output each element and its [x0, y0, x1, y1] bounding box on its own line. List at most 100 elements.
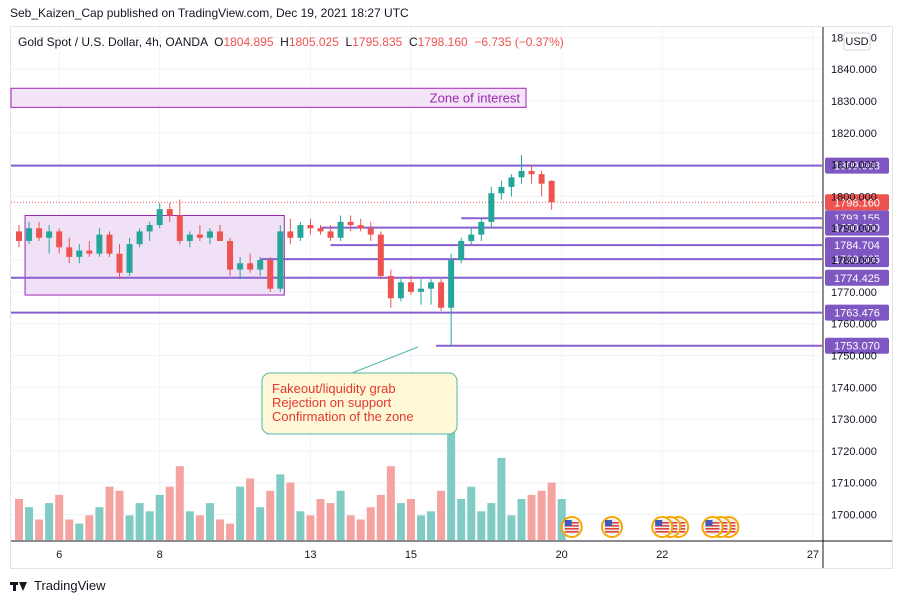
x-tick-label: 13: [304, 549, 316, 561]
level-price-tag: [825, 337, 889, 354]
candle-body: [227, 240, 234, 270]
change-value: −6.735 (−0.37%): [474, 35, 563, 49]
y-tick-label: 1800.000: [831, 191, 877, 203]
level-price-tag: [825, 219, 889, 236]
y-tick-label: 1820.000: [831, 128, 877, 140]
candle-body: [438, 282, 445, 308]
volume-bar: [75, 523, 84, 540]
currency-label: USD: [845, 36, 868, 48]
zone-of-interest-label: Zone of interest: [430, 90, 521, 105]
candle-body: [307, 225, 314, 229]
currency-badge[interactable]: [843, 32, 871, 51]
flag-stripe: [655, 528, 670, 530]
flag-stripe: [705, 528, 720, 530]
x-axis: 6 8 13 15 20 22 27: [11, 540, 892, 561]
volume-bar: [145, 511, 154, 540]
ohlc-legend-text: Gold Spot / U.S. Dollar, 4h, OANDA O1804…: [18, 35, 564, 49]
volume-bar: [406, 499, 415, 540]
candle-body: [277, 231, 284, 289]
annotation-line: Rejection on support: [272, 395, 392, 410]
us-flag-icon[interactable]: [651, 516, 674, 538]
x-tick-label: 8: [157, 549, 163, 561]
candle-body: [16, 231, 22, 241]
x-tick-label: 15: [405, 549, 417, 561]
candle-body: [327, 231, 334, 238]
volume-bar: [35, 519, 44, 540]
volume-bar: [437, 490, 446, 540]
y-tick-label: 1720.000: [831, 446, 877, 458]
candle-body: [36, 228, 43, 238]
candle-body: [56, 231, 63, 248]
volume-bar: [527, 494, 536, 540]
x-tick-label: 22: [656, 549, 668, 561]
chart-frame: [10, 26, 893, 569]
candle-body: [548, 180, 555, 203]
annotation-line: Confirmation of the zone: [272, 409, 414, 424]
level-price-label: 1774.425: [834, 273, 880, 285]
candle-body: [176, 215, 183, 241]
event-flags: [560, 516, 740, 538]
volume-bar: [467, 486, 476, 540]
volume-bar: [457, 499, 466, 540]
volume-bar: [95, 507, 104, 540]
l-key: L: [346, 35, 353, 49]
footer: TradingView: [10, 578, 106, 593]
volume-bar: [236, 486, 245, 540]
consolidation-box[interactable]: [24, 215, 285, 296]
volume-bar: [286, 482, 295, 540]
us-flag-icon[interactable]: [701, 516, 724, 538]
volume-bar: [55, 494, 64, 540]
volume-bar: [216, 519, 224, 540]
annotation-line: Fakeout/liquidity grab: [272, 381, 396, 396]
us-flag-icon[interactable]: [600, 516, 623, 538]
volume-bar: [185, 511, 194, 540]
annotation-box[interactable]: [261, 372, 458, 435]
volume-bar: [135, 503, 144, 540]
candle-body: [267, 260, 274, 289]
volume-bar: [356, 519, 365, 540]
y-axis: 1850.0001840.0001830.0001820.0001810.000…: [822, 27, 877, 568]
candle-body: [478, 221, 485, 235]
candle-body: [186, 234, 193, 241]
candle-body: [66, 247, 73, 257]
flag-canton: [705, 520, 713, 526]
volume-bar: [517, 499, 526, 540]
candle-body: [538, 174, 545, 184]
volume-bar: [346, 515, 355, 540]
flag-stripe: [604, 528, 619, 530]
callout-pointer: [351, 346, 419, 374]
volume-bar: [557, 499, 566, 540]
y-tick-label: 1770.000: [831, 287, 877, 299]
l-value: 1795.835: [352, 35, 409, 49]
candle-body: [76, 250, 83, 257]
us-flag-icon[interactable]: [560, 516, 583, 538]
volume-bar: [366, 507, 375, 540]
candle-body: [518, 170, 525, 178]
level-lines: 1809.6681793.1551790.2001784.7041780.305…: [11, 157, 889, 354]
volume-bar: [15, 499, 23, 540]
volume-bars: [15, 417, 566, 540]
volume-bar: [266, 490, 275, 540]
candle-body: [106, 234, 113, 254]
volume-bar: [165, 486, 174, 540]
y-tick-label: 1710.000: [831, 478, 877, 490]
volume-bar: [386, 466, 395, 540]
level-price-label: 1780.305: [834, 254, 880, 266]
y-tick-label: 1730.000: [831, 414, 877, 426]
zone-of-interest[interactable]: [10, 87, 527, 108]
candle-body: [448, 260, 455, 308]
level-price-label: 1784.704: [834, 240, 880, 252]
volume-bar: [477, 511, 486, 540]
flag-stripe: [564, 531, 579, 533]
volume-bar: [205, 503, 214, 540]
level-price-label: 1753.070: [834, 341, 880, 353]
x-tick-label: 20: [556, 549, 568, 561]
candle-body: [498, 186, 505, 194]
volume-bar: [326, 503, 335, 540]
volume-bar: [497, 458, 506, 540]
volume-bar: [115, 490, 124, 540]
volume-bar: [226, 523, 235, 540]
volume-bar: [396, 503, 405, 540]
current-price-label: 1798.160: [834, 197, 880, 209]
